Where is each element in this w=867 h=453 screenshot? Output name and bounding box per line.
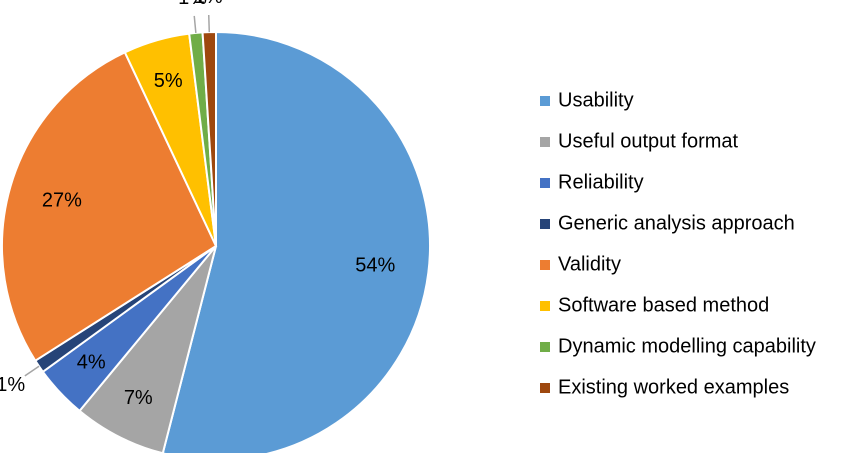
legend-swatch — [540, 137, 550, 147]
data-label: 5% — [154, 70, 183, 92]
data-label: 4% — [77, 351, 106, 373]
legend-swatch — [540, 219, 550, 229]
legend-label: Validity — [558, 253, 621, 275]
legend-label: Dynamic modelling capability — [558, 335, 816, 357]
leader-line — [193, 15, 197, 34]
pie-slice — [201, 30, 217, 247]
legend-swatch — [540, 96, 550, 106]
data-label: 27% — [42, 190, 82, 212]
legend-swatch — [540, 260, 550, 270]
data-label: 1% — [0, 374, 25, 396]
legend-label: Reliability — [558, 171, 644, 193]
legend-label: Useful output format — [558, 130, 739, 152]
data-label: 54% — [355, 254, 395, 276]
legend-swatch — [540, 178, 550, 188]
legend-label: Usability — [558, 89, 634, 111]
legend-label: Existing worked examples — [558, 376, 789, 398]
legend-label: Software based method — [558, 294, 769, 316]
legend-swatch — [540, 383, 550, 393]
legend-label: Generic analysis approach — [558, 212, 795, 234]
legend-swatch — [540, 301, 550, 311]
data-label: 1% — [194, 0, 223, 8]
legend-swatch — [540, 342, 550, 352]
pie-slice — [161, 30, 431, 453]
leader-line — [24, 365, 40, 377]
data-label: 7% — [124, 387, 153, 409]
data-label: 1% — [178, 0, 207, 9]
pie-slice — [1, 51, 218, 363]
leader-line — [207, 14, 211, 33]
